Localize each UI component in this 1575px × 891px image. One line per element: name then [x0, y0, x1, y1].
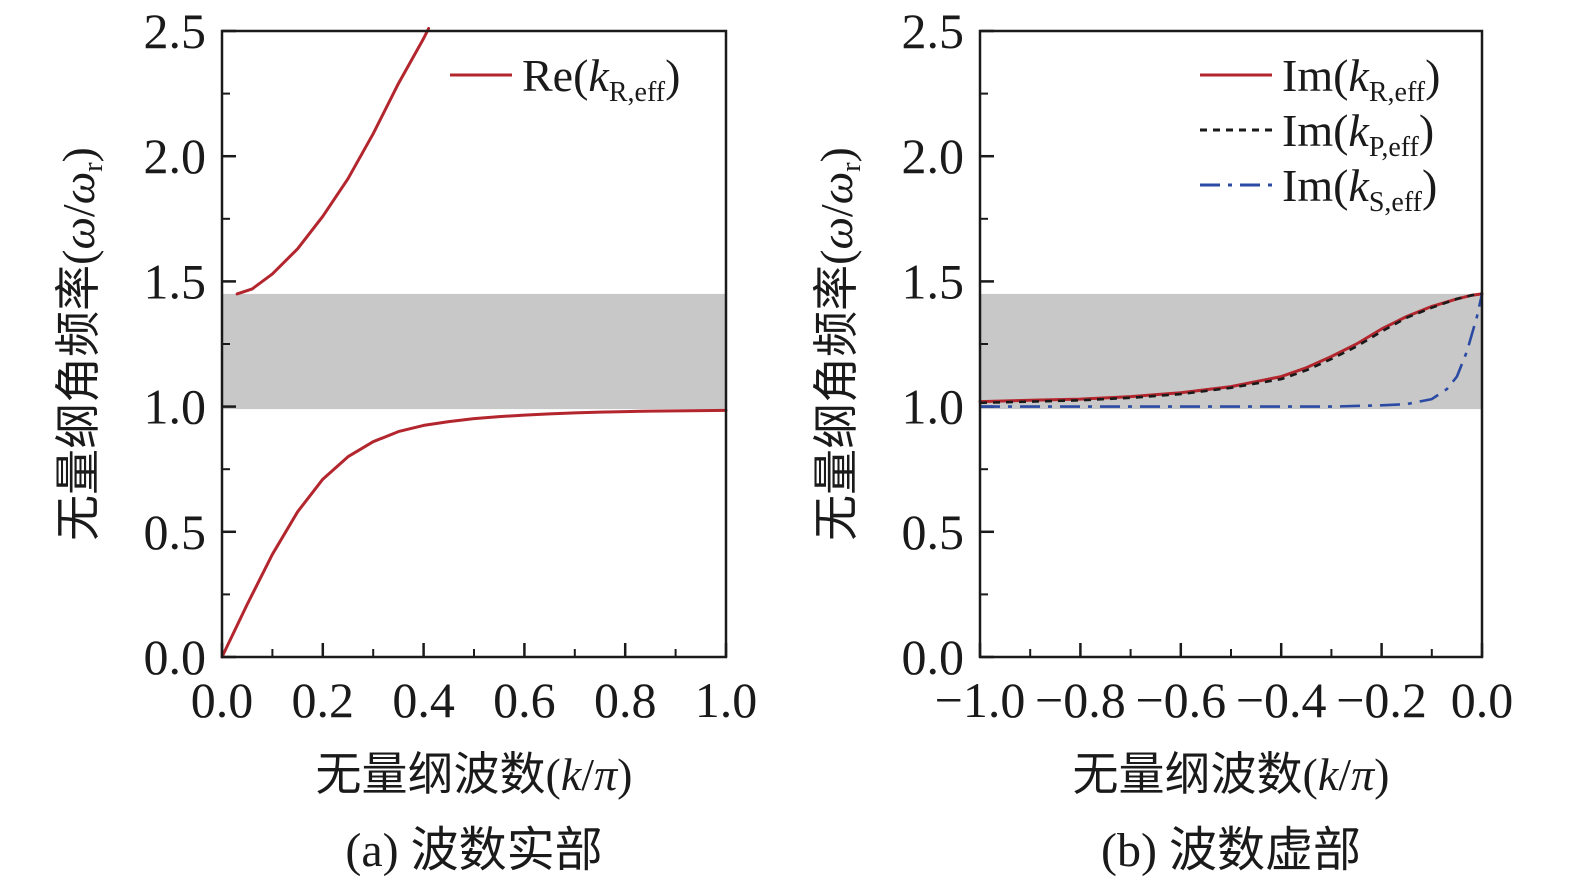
y-tick-label: 2.0: [144, 128, 207, 184]
y-tick-label: 1.0: [902, 379, 965, 435]
y-tick-label: 0.5: [144, 504, 207, 560]
panel-caption: (b) 波数虚部: [1101, 824, 1361, 877]
band-gap-region: [980, 293, 1482, 410]
series-lines: [978, 292, 1484, 408]
y-tick-label: 1.0: [144, 379, 207, 435]
x-axis-label: 无量纲波数(k/π): [1073, 749, 1390, 800]
x-tick-label: 0.0: [1451, 672, 1514, 728]
legend: Im(kR,eff)Im(kP,eff)Im(kS,eff): [1200, 50, 1440, 218]
y-tick-label: 0.0: [902, 629, 965, 685]
legend-label: Im(kR,eff): [1282, 50, 1440, 108]
panel-caption: (a) 波数实部: [345, 824, 602, 877]
panel-a: 0.0 0.2 0.4 0.6 0.8 1.0 0.0 0.5 1.0 1.5 2.0 2.5 Re(…: [53, 3, 757, 877]
x-tick-label: 0.8: [594, 672, 657, 728]
y-tick-label: 2.0: [902, 128, 965, 184]
band-gap-region: [222, 293, 726, 410]
x-tick-label: −1.0: [935, 672, 1026, 728]
y-tick-label: 0.0: [144, 629, 207, 685]
x-tick-label: 1.0: [695, 672, 758, 728]
y-tick-label: 2.5: [902, 3, 965, 59]
x-tick-label: 0.0: [191, 672, 254, 728]
y-tick-label: 0.5: [902, 504, 965, 560]
x-tick-label: −0.6: [1135, 672, 1226, 728]
y-axis-label: 无量纲角频率(ω/ωr): [53, 147, 109, 541]
panel-b: −1.0 −0.8 −0.6 −0.4 −0.2 0.0 0.0 0.5 1.0 1.5 2.0 2.…: [811, 3, 1513, 877]
plot-frame: [978, 29, 1484, 659]
legend-label: Im(kP,eff): [1282, 105, 1434, 163]
legend-label: Im(kS,eff): [1282, 160, 1437, 218]
x-tick-label: 0.6: [493, 672, 556, 728]
plot-frame: [220, 29, 728, 659]
x-axis-label: 无量纲波数(k/π): [316, 749, 633, 800]
series-line: [220, 408, 728, 659]
axis-ticks: −1.0 −0.8 −0.6 −0.4 −0.2 0.0 0.0 0.5 1.0 1.5 2.0 2.…: [902, 3, 1514, 728]
y-tick-label: 1.5: [144, 253, 207, 309]
axis-ticks: 0.0 0.2 0.4 0.6 0.8 1.0 0.0 0.5 1.0 1.5 2.0 2.5: [144, 3, 758, 728]
series-line: [979, 292, 1483, 405]
legend: Re(kR,eff): [450, 50, 680, 108]
y-tick-label: 2.5: [144, 3, 207, 59]
x-tick-label: 0.4: [392, 672, 455, 728]
y-axis-label: 无量纲角频率(ω/ωr): [811, 147, 867, 541]
series-line: [980, 293, 1484, 408]
y-tick-label: 1.5: [902, 253, 965, 309]
x-tick-label: −0.8: [1035, 672, 1126, 728]
x-tick-label: 0.2: [292, 672, 355, 728]
x-tick-label: −0.4: [1236, 672, 1327, 728]
x-tick-label: −0.2: [1336, 672, 1427, 728]
series-lines: [220, 27, 728, 659]
series-line: [235, 27, 431, 296]
legend-label: Re(kR,eff): [522, 50, 680, 108]
